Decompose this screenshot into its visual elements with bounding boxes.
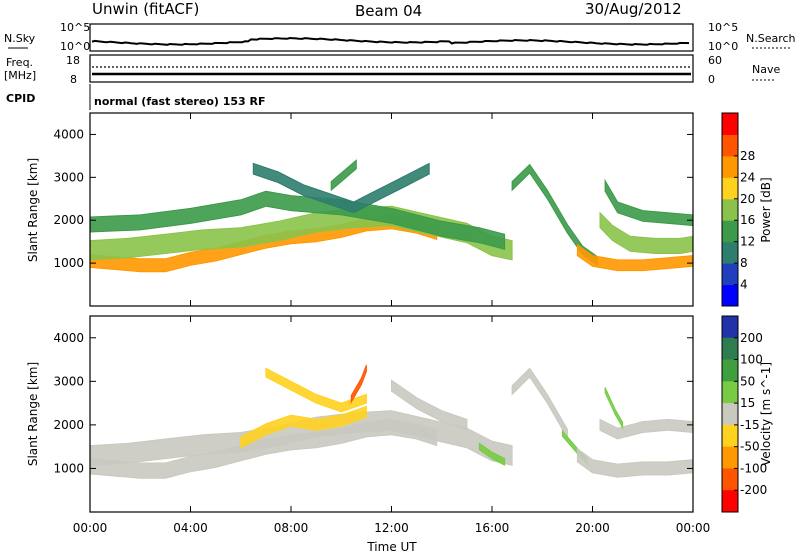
colorbar-swatch xyxy=(722,403,738,426)
y-tick-label: 1000 xyxy=(53,256,84,270)
echo-band xyxy=(330,159,357,192)
y-tick-label: 3000 xyxy=(53,170,84,184)
colorbar-tick-label: 100 xyxy=(740,353,763,367)
velocity-data xyxy=(89,364,694,479)
x-tick-label: 20:00 xyxy=(575,521,610,535)
velocity-ylabel: Slant Range [km] xyxy=(26,362,40,466)
colorbar-swatch xyxy=(722,263,738,286)
colorbar-tick-label: -100 xyxy=(740,461,767,475)
colorbar-tick-label: 20 xyxy=(740,192,755,206)
time-axis-label: Time UT xyxy=(366,540,417,554)
colorbar-swatch xyxy=(722,424,738,448)
x-tick-label: 04:00 xyxy=(173,521,208,535)
x-tick-label: 00:00 xyxy=(73,521,108,535)
echo-band xyxy=(478,442,506,467)
echo-band xyxy=(252,162,430,214)
nsky-tick-low: 10^0 xyxy=(60,40,90,53)
colorbar-frame xyxy=(721,315,739,513)
colorbar-tick-label: 4 xyxy=(740,278,748,292)
date-title: 30/Aug/2012 xyxy=(585,0,682,18)
x-tick-label: 16:00 xyxy=(475,521,510,535)
colorbar-swatch xyxy=(722,241,738,264)
time-axis: 00:00 04:00 08:00 12:00 16:00 20:00 00:00 xyxy=(73,113,711,535)
freq-tick-low: 8 xyxy=(70,73,77,86)
echo-band xyxy=(604,387,624,430)
y-tick-label: 1000 xyxy=(53,461,84,475)
nsky-label: N.Sky xyxy=(4,32,36,45)
station-title: Unwin (fitACF) xyxy=(92,0,199,18)
power-ylabel: Slant Range [km] xyxy=(26,158,40,262)
power-colorbar-label: Power [dB] xyxy=(759,177,773,242)
velocity-colorbar: 200 100 50 15 -15 -50 -100 -200 xyxy=(721,315,767,513)
echo-band xyxy=(265,367,367,413)
colorbar-tick-label: -200 xyxy=(740,483,767,497)
x-tick-label: 12:00 xyxy=(374,521,409,535)
velocity-colorbar-label: Velocity [m s^-1] xyxy=(759,362,773,466)
nsky-trace xyxy=(91,36,690,46)
freq-unit: [MHz] xyxy=(4,69,36,82)
echo-band xyxy=(391,379,468,432)
nsky-tick-high: 10^5 xyxy=(60,21,90,34)
colorbar-tick-label: 24 xyxy=(740,170,755,184)
velocity-yticks: 1000 2000 3000 4000 xyxy=(53,331,693,475)
nave-label: Nave xyxy=(752,63,780,76)
nave-tick-low: 0 xyxy=(708,73,715,86)
echo-band xyxy=(89,190,506,250)
colorbar-swatch xyxy=(722,113,738,135)
y-tick-label: 4000 xyxy=(53,331,84,345)
y-tick-label: 3000 xyxy=(53,374,84,388)
colorbar-swatch xyxy=(722,316,738,339)
colorbar-tick-label: 16 xyxy=(740,213,755,227)
echo-band xyxy=(240,405,367,449)
colorbar-tick-label: 12 xyxy=(740,235,755,249)
power-yticks: 1000 2000 3000 4000 xyxy=(53,127,693,270)
colorbar-swatch xyxy=(722,198,738,221)
colorbar-tick-label: -15 xyxy=(740,418,760,432)
colorbar-swatch xyxy=(722,359,738,382)
colorbar-swatch xyxy=(722,155,738,178)
nsky-panel xyxy=(89,23,694,52)
colorbar-swatch xyxy=(722,381,738,404)
x-tick-label: 08:00 xyxy=(274,521,309,535)
colorbar-swatch xyxy=(722,468,738,491)
cpid-label: CPID xyxy=(6,92,35,105)
colorbar-tick-label: 28 xyxy=(740,149,755,163)
echo-band xyxy=(350,364,367,404)
nsearch-tick-low: 10^0 xyxy=(708,40,738,53)
y-tick-label: 2000 xyxy=(53,418,84,432)
nsearch-tick-high: 10^5 xyxy=(708,21,738,34)
colorbar-tick-label: 200 xyxy=(740,331,763,345)
echo-band xyxy=(511,367,568,440)
colorbar-tick-label: -50 xyxy=(740,440,760,454)
nsearch-label: N.Search xyxy=(746,32,796,45)
echo-band xyxy=(576,447,694,478)
colorbar-swatch xyxy=(722,284,738,307)
freq-panel xyxy=(89,54,694,83)
power-colorbar: 4 8 12 16 20 24 28 xyxy=(721,112,755,307)
colorbar-swatch xyxy=(722,134,738,157)
echo-band xyxy=(604,178,694,227)
colorbar-swatch xyxy=(722,446,738,469)
colorbar-tick-label: 8 xyxy=(740,256,748,270)
y-tick-label: 4000 xyxy=(53,127,84,141)
colorbar-tick-label: 50 xyxy=(740,374,755,388)
x-tick-label: 00:00 xyxy=(676,521,711,535)
colorbar-tick-label: 15 xyxy=(740,396,755,410)
colorbar-swatch xyxy=(722,490,738,513)
nave-tick-high: 60 xyxy=(708,54,722,67)
freq-label: Freq. xyxy=(6,56,33,69)
cpid-value: normal (fast stereo) 153 RF xyxy=(94,95,266,108)
colorbar-swatch xyxy=(722,177,738,200)
power-data xyxy=(89,159,694,273)
colorbar-swatch xyxy=(722,220,738,243)
y-tick-label: 2000 xyxy=(53,213,84,227)
colorbar-swatch xyxy=(722,337,738,361)
freq-tick-high: 18 xyxy=(66,54,80,67)
colorbar-frame xyxy=(721,112,739,307)
beam-title: Beam 04 xyxy=(355,2,422,20)
echo-band xyxy=(599,418,694,440)
